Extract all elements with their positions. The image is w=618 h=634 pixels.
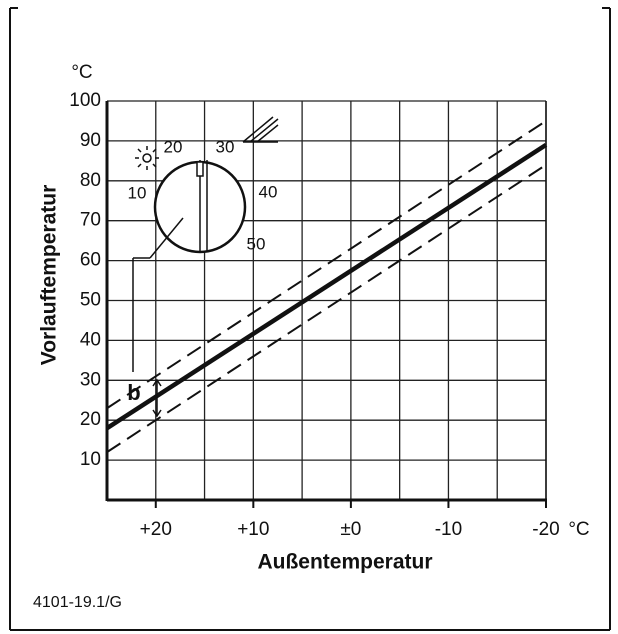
y-tick-label: 100 — [69, 90, 101, 111]
y-unit: °C — [71, 62, 92, 83]
dial-label: 40 — [259, 182, 278, 201]
y-tick-label: 90 — [80, 130, 101, 151]
y-tick-label: 40 — [80, 329, 101, 350]
dial — [132, 116, 279, 418]
drawing-code: 4101-19.1/G — [33, 594, 122, 611]
annotation: b — [127, 380, 140, 405]
x-axis-title: Außentemperatur — [257, 551, 432, 574]
frame — [9, 7, 611, 631]
x-tick-label: -20 — [532, 519, 559, 540]
y-tick-label: 80 — [80, 170, 101, 191]
y-tick-label: 10 — [80, 449, 101, 470]
dial-labels: 10 20 30 40 50 b — [127, 137, 277, 404]
y-axis-title: Vorlauftemperatur — [38, 185, 61, 365]
x-tick-label: +20 — [140, 519, 172, 540]
x-unit: °C — [568, 519, 589, 540]
x-tick-label: ±0 — [340, 519, 361, 540]
y-tick-label: 50 — [80, 290, 101, 311]
x-tick-label: -10 — [435, 519, 462, 540]
tolerance-line — [106, 164, 547, 453]
tolerance-line — [106, 120, 547, 410]
y-tick-label: 20 — [80, 409, 101, 430]
dial-label: 30 — [216, 137, 235, 156]
dial-label: 10 — [128, 183, 147, 202]
dial-label: 20 — [164, 137, 183, 156]
y-tick-label: 60 — [80, 250, 101, 271]
y-tick-label: 70 — [80, 210, 101, 231]
heating-curve — [105, 142, 548, 431]
y-tick-label: 30 — [80, 369, 101, 390]
x-tick-label: +10 — [237, 519, 269, 540]
dial-label: 50 — [247, 234, 266, 253]
